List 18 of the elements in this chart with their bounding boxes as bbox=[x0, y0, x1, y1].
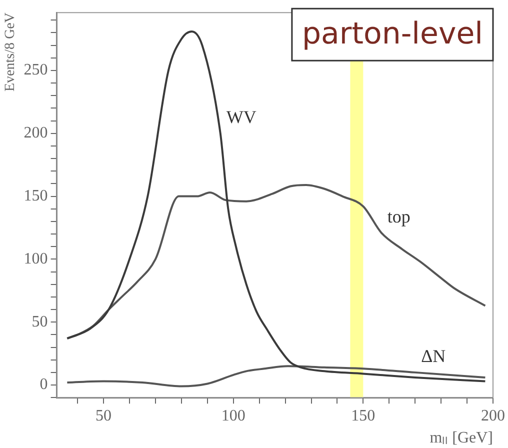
series-label: ΔN bbox=[421, 346, 446, 366]
y-tick-label: 100 bbox=[24, 250, 48, 268]
x-tick-label: 150 bbox=[351, 407, 376, 424]
y-axis-title: Events/8 GeV bbox=[3, 12, 18, 92]
y-tick-label: 0 bbox=[40, 376, 48, 394]
line-series bbox=[66, 365, 486, 388]
y-tick-label: 250 bbox=[24, 62, 48, 79]
x-axis-title: mₗₗ [GeV] bbox=[430, 430, 493, 447]
y-tick-label: 50 bbox=[32, 313, 48, 330]
series-label: top bbox=[387, 206, 410, 227]
line-series bbox=[66, 184, 486, 340]
y-tick-label: 200 bbox=[24, 124, 48, 142]
x-tick-label: 200 bbox=[481, 407, 505, 424]
annotation: parton-level bbox=[302, 16, 484, 52]
x-tick-label: 50 bbox=[96, 407, 112, 424]
y-tick-label: 150 bbox=[24, 187, 48, 204]
series-label: WV bbox=[226, 107, 256, 128]
x-tick-label: 100 bbox=[221, 407, 246, 424]
